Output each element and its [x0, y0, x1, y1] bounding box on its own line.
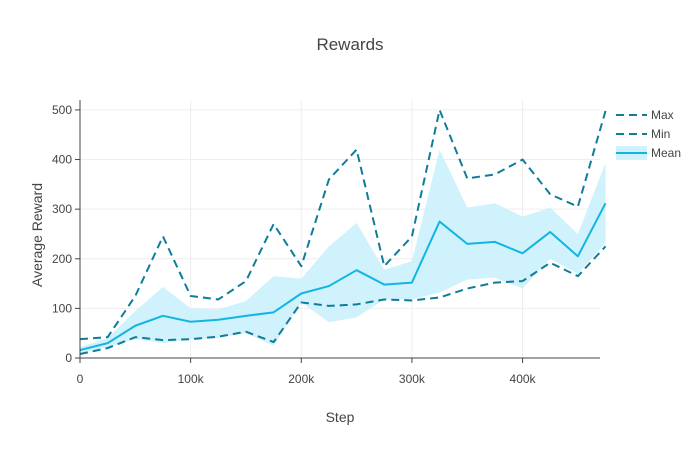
legend-label-min: Min — [651, 127, 670, 141]
y-tick-label: 500 — [52, 103, 72, 117]
series-layer — [79, 108, 607, 356]
y-tick-label: 0 — [65, 351, 72, 365]
x-axis-title: Step — [326, 409, 355, 425]
series-mean-line — [79, 202, 607, 352]
series-min-line — [79, 245, 607, 356]
gridlines — [80, 100, 600, 358]
x-tick-label: 400k — [510, 372, 537, 386]
y-tick-label: 100 — [52, 301, 72, 315]
axes — [75, 100, 600, 363]
y-tick-label: 400 — [52, 153, 72, 167]
series-max-line — [79, 108, 607, 341]
band-layer — [80, 149, 606, 354]
x-tick-label: 300k — [399, 372, 426, 386]
y-tick-label: 200 — [52, 252, 72, 266]
tick-labels: 0 100 200 300 400 500 0 100k 200k 300k 400k — [52, 103, 537, 386]
x-tick-label: 200k — [288, 372, 315, 386]
legend[interactable]: Max Min Mean — [616, 108, 681, 160]
range-band — [80, 149, 606, 354]
legend-label-max: Max — [651, 108, 674, 122]
y-tick-label: 300 — [52, 202, 72, 216]
legend-label-mean: Mean — [651, 146, 681, 160]
y-axis-title: Average Reward — [29, 183, 45, 287]
x-tick-label: 100k — [178, 372, 205, 386]
x-tick-label: 0 — [77, 372, 84, 386]
chart-title: Rewards — [316, 35, 383, 54]
